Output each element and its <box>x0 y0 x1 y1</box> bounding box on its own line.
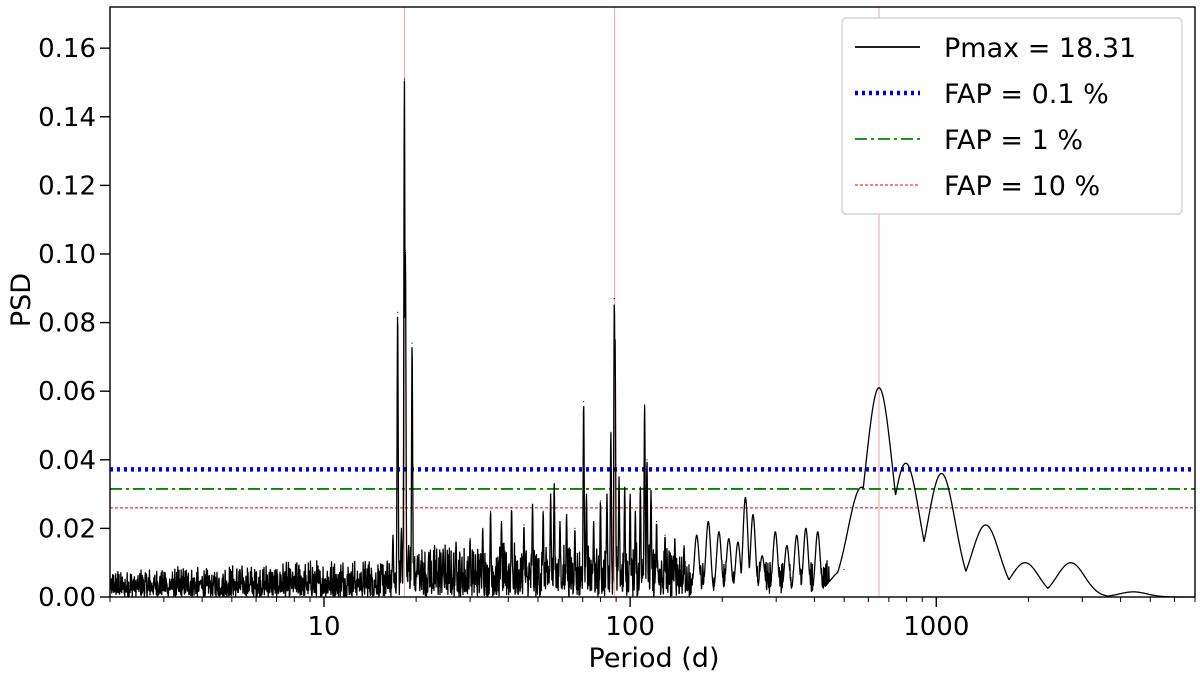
psd-peak-point-51 <box>761 555 763 557</box>
y-tick-label-8: 0.16 <box>38 34 96 64</box>
psd-peak-point-16 <box>523 524 525 526</box>
psd-peak-point-25 <box>585 493 588 495</box>
psd-peak-point-12 <box>482 527 484 530</box>
psd-peak-point-19 <box>550 493 552 495</box>
psd-peak-point-46 <box>718 531 720 533</box>
psd-peak-point-44 <box>696 534 698 536</box>
psd-peak-point-29 <box>610 431 612 433</box>
psd-peak-point-14 <box>500 520 503 523</box>
psd-peak-point-27 <box>599 500 602 502</box>
psd-peak-point-37 <box>644 404 646 406</box>
y-tick-label-6: 0.12 <box>38 171 96 201</box>
y-tick-label-3: 0.06 <box>38 377 96 407</box>
legend-label-fap-1: FAP = 1 % <box>944 125 1083 156</box>
psd-peak-point-43 <box>683 544 685 547</box>
psd-peak-point-63 <box>1024 562 1026 564</box>
psd-peak-point-3 <box>403 78 406 80</box>
psd-peak-point-50 <box>752 514 754 516</box>
x-axis-ticks: 10 100 1000 <box>109 597 1196 642</box>
plot-border <box>109 6 1196 598</box>
psd-peak-point-18 <box>542 510 544 512</box>
psd-peak-point-17 <box>531 503 534 505</box>
x-tick-label-1: 100 <box>605 612 655 642</box>
y-tick-label-2: 0.04 <box>38 446 96 476</box>
psd-peak-point-48 <box>737 541 739 543</box>
psd-peak-point-57 <box>843 568 845 571</box>
psd-peak-point-65 <box>1132 591 1134 593</box>
psd-peak-point-33 <box>624 486 626 488</box>
y-tick-label-0: 0.00 <box>38 583 96 613</box>
psd-peak-point-39 <box>650 490 652 492</box>
psd-peak-point-28 <box>606 493 608 495</box>
legend-box <box>841 17 1183 215</box>
fap-threshold-lines <box>110 467 1195 509</box>
psd-peak-point-30 <box>613 297 615 300</box>
psd-peak-point-54 <box>796 534 798 536</box>
legend-label-fap-10: FAP = 10 % <box>944 171 1100 202</box>
psd-peak-point-64 <box>1070 562 1072 564</box>
psd-peak-point-52 <box>774 531 776 533</box>
psd-peak-point-49 <box>744 496 747 499</box>
legend-label-fap-0-1: FAP = 0.1 % <box>944 79 1109 110</box>
y-tick-label-5: 0.10 <box>38 240 96 270</box>
psd-peak-point-55 <box>805 527 807 530</box>
plot-frame <box>109 6 1196 598</box>
legend: Pmax = 18.31 FAP = 0.1 % FAP = 1 % FAP =… <box>841 17 1183 215</box>
psd-peak-point-23 <box>574 527 576 530</box>
x-axis-label: Period (d) <box>589 643 720 674</box>
psd-peak-point-6 <box>411 342 413 344</box>
psd-peak-point-60 <box>905 462 907 464</box>
y-axis-label: PSD <box>6 273 37 327</box>
x-tick-label-2: 1000 <box>903 612 969 642</box>
psd-peak-point-2 <box>400 527 402 530</box>
y-tick-label-1: 0.02 <box>38 514 96 544</box>
y-axis-ticks: 0.00 0.02 0.04 0.06 0.08 0.10 0.12 0.14 0.16 <box>38 34 110 613</box>
psd-peak-point-31 <box>614 339 616 341</box>
x-tick-label-0: 10 <box>307 612 340 642</box>
psd-peak-point-22 <box>565 514 568 516</box>
psd-peak-point-47 <box>728 538 730 540</box>
psd-peak-point-40 <box>655 520 658 523</box>
psd-peak-point-38 <box>646 459 648 461</box>
y-tick-label-4: 0.08 <box>38 309 96 339</box>
psd-peak-point-35 <box>634 510 636 512</box>
psd-peak-point-62 <box>985 524 987 526</box>
psd-peak-point-26 <box>593 520 595 523</box>
psd-peak-point-4 <box>404 249 407 252</box>
psd-peak-point-61 <box>940 472 943 475</box>
psd-peak-point-56 <box>817 531 819 533</box>
psd-peak-point-53 <box>786 544 788 547</box>
psd-peak-point-32 <box>618 476 620 478</box>
psd-peak-point-5 <box>408 544 410 547</box>
psd-peak-point-24 <box>583 400 585 403</box>
psd-peak-point-15 <box>510 507 513 509</box>
psd-peak-point-7 <box>416 555 419 557</box>
psd-peak-point-45 <box>707 520 709 523</box>
y-tick-label-7: 0.14 <box>38 103 96 133</box>
psd-peak-point-21 <box>559 520 561 523</box>
psd-line <box>109 80 1196 598</box>
psd-peak-point-0 <box>392 534 394 536</box>
psd-series <box>109 78 1196 598</box>
psd-peak-point-1 <box>397 311 399 313</box>
psd-peak-point-58 <box>860 486 863 488</box>
psd-peak-point-41 <box>664 534 666 536</box>
psd-peak-point-34 <box>629 493 631 495</box>
psd-peak-point-8 <box>428 551 430 554</box>
psd-peak-point-36 <box>639 486 641 488</box>
psd-peak-point-42 <box>674 538 676 540</box>
psd-peak-point-20 <box>553 483 555 485</box>
psd-peak-point-13 <box>489 510 492 512</box>
psd-peak-point-11 <box>469 538 471 540</box>
psd-peak-point-59 <box>878 387 880 389</box>
psd-peak-point-10 <box>455 541 457 543</box>
legend-label-pmax: Pmax = 18.31 <box>944 33 1136 64</box>
psd-peak-point-9 <box>442 548 444 550</box>
